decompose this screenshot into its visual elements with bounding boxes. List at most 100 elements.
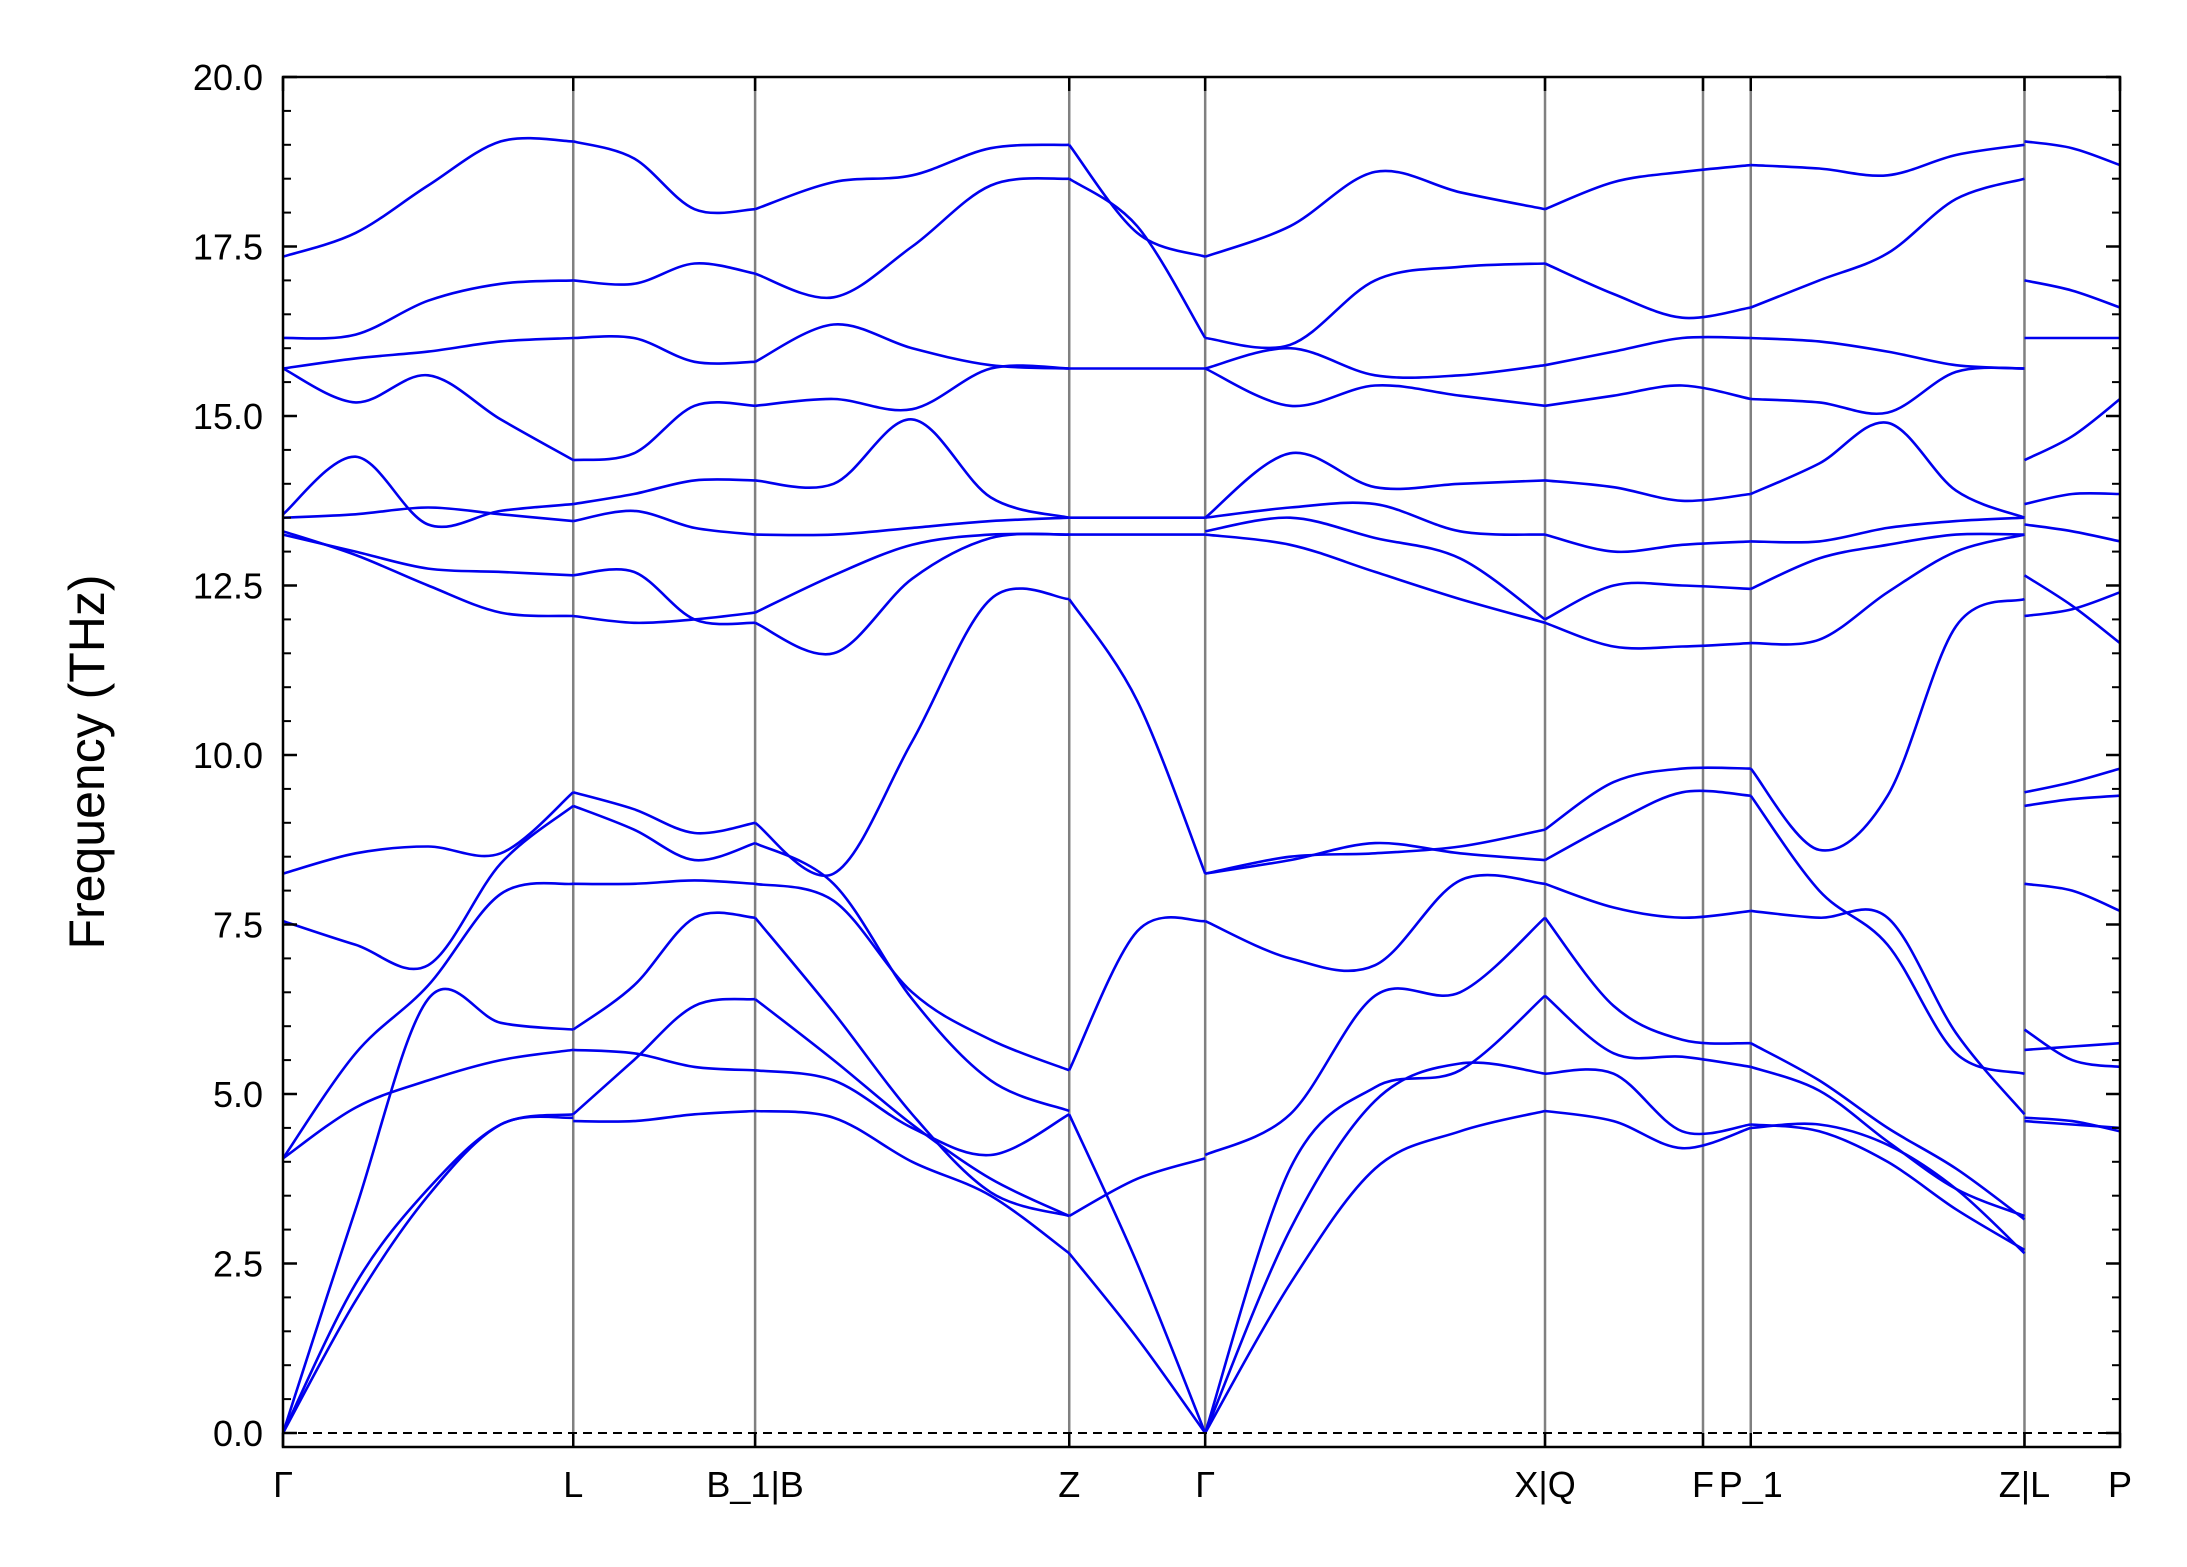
band-seg7-1 (2024, 1116, 2121, 1133)
band-seg1-10 (572, 478, 756, 506)
band-seg2-9 (755, 516, 1070, 537)
band-seg4-2 (1203, 994, 1546, 1434)
band-seg7-13 (2024, 279, 2121, 309)
band-seg1-6 (572, 791, 756, 835)
x-tick-label: P_1 (1719, 1464, 1783, 1505)
band-seg5-6 (1544, 766, 1751, 831)
band-seg7-11 (2023, 397, 2121, 462)
band-seg6-14 (1750, 143, 2025, 178)
band-seg6-6 (1749, 597, 2025, 852)
y-axis-title: Frequency (THz) (59, 574, 115, 949)
band-seg3-4 (1068, 598, 1207, 875)
band-seg5-2 (1544, 994, 1751, 1069)
band-seg1-4 (573, 879, 756, 886)
band-seg2-12 (754, 323, 1070, 370)
band-seg1-2 (572, 911, 756, 1031)
band-seg4-1 (1203, 1061, 1546, 1434)
band-seg0-14 (282, 136, 574, 258)
band-seg0-11 (282, 367, 574, 462)
band-seg6-8 (1750, 532, 2025, 591)
band-seg1-9 (572, 509, 756, 536)
band-seg7-7 (2024, 591, 2121, 618)
band-seg3-2 (1068, 1113, 1207, 1434)
band-seg4-6 (1204, 828, 1546, 875)
band-seg3-8 (1068, 177, 1207, 339)
band-seg7-0 (2024, 1119, 2121, 1130)
band-seg1-11 (573, 401, 756, 462)
band-seg6-12 (1750, 336, 2025, 370)
y-axis-ticks: 0.0 2.5 5.0 7.5 10.0 12.5 15.0 17.5 20.0 (193, 57, 2120, 1454)
band-seg5-1 (1544, 1068, 1751, 1136)
band-seg5-3 (1543, 916, 1751, 1045)
band-seg1-3 (573, 1048, 756, 1072)
band-seg4-0 (1204, 1109, 1546, 1434)
band-seg1-14 (572, 140, 756, 215)
band-seg2-0 (754, 1109, 1070, 1255)
band-seg0-10 (282, 455, 574, 529)
band-seg3-3 (1068, 916, 1206, 1071)
band-seg6-1 (1750, 1123, 2026, 1252)
band-seg3-1 (1068, 1157, 1206, 1218)
band-seg4-12 (1204, 346, 1546, 380)
band-seg2-14 (754, 143, 1070, 211)
band-seg5-14 (1544, 163, 1751, 211)
x-tick-label: Γ (273, 1464, 293, 1505)
band-seg4-5 (1204, 841, 1546, 875)
band-seg4-9 (1205, 501, 1546, 536)
band-seg2-13 (754, 176, 1070, 300)
band-seg1-12 (573, 334, 756, 365)
band-seg7-3 (2023, 1028, 2121, 1069)
x-tick-label: P (2108, 1464, 2132, 1505)
y-tick-label: 15.0 (193, 396, 263, 437)
x-tick-label: Γ (1195, 1464, 1215, 1505)
band-seg7-9 (2024, 523, 2121, 543)
band-seg6-3 (1750, 1042, 2026, 1221)
band-seg7-8 (2023, 574, 2121, 645)
band-seg2-3 (754, 1069, 1070, 1157)
x-tick-label: X|Q (1514, 1464, 1575, 1505)
band-seg4-7 (1205, 533, 1546, 625)
band-seg2-8 (754, 532, 1070, 614)
x-tick-label: Z (1058, 1464, 1080, 1505)
band-seg0-3 (282, 1048, 574, 1160)
band-seg0-12 (282, 336, 574, 370)
plot-frame (281, 75, 2122, 1449)
band-seg5-12 (1544, 335, 1751, 367)
band-seg1-1 (572, 997, 756, 1116)
band-seg2-2 (754, 916, 1070, 1218)
x-tick-label: L (563, 1464, 583, 1505)
band-seg6-11 (1750, 366, 2025, 415)
band-seg6-2 (1750, 1065, 2025, 1218)
band-seg0-6 (282, 791, 575, 875)
band-seg0-1 (281, 1113, 574, 1434)
band-seg1-8 (573, 611, 756, 625)
band-seg4-8 (1204, 516, 1546, 621)
y-tick-label: 5.0 (213, 1074, 263, 1115)
band-seg0-5 (282, 804, 575, 971)
phonon-bands (281, 136, 2121, 1434)
x-tick-label: F (1692, 1464, 1714, 1505)
band-seg6-7 (1750, 533, 2025, 646)
band-seg5-9 (1544, 533, 1751, 554)
band-seg2-4 (754, 882, 1070, 1072)
band-seg5-8 (1544, 581, 1751, 621)
band-seg0-2 (281, 987, 574, 1434)
band-seg5-0 (1544, 1109, 1752, 1150)
y-tick-label: 2.5 (213, 1244, 263, 1285)
x-tick-label: Z|L (1999, 1464, 2050, 1505)
band-seg4-14 (1204, 169, 1546, 258)
y-tick-label: 10.0 (193, 735, 263, 776)
band-seg1-0 (573, 1109, 756, 1123)
band-seg5-7 (1544, 621, 1751, 650)
band-seg7-10 (2024, 491, 2121, 506)
band-seg4-4 (1204, 873, 1546, 973)
band-seg0-8 (282, 530, 574, 618)
band-seg5-13 (1544, 262, 1752, 320)
band-seg3-0 (1068, 1252, 1207, 1434)
y-tick-label: 20.0 (193, 57, 263, 98)
band-seg6-13 (1750, 177, 2025, 309)
band-seg4-11 (1204, 367, 1546, 408)
band-seg6-9 (1750, 516, 2025, 544)
